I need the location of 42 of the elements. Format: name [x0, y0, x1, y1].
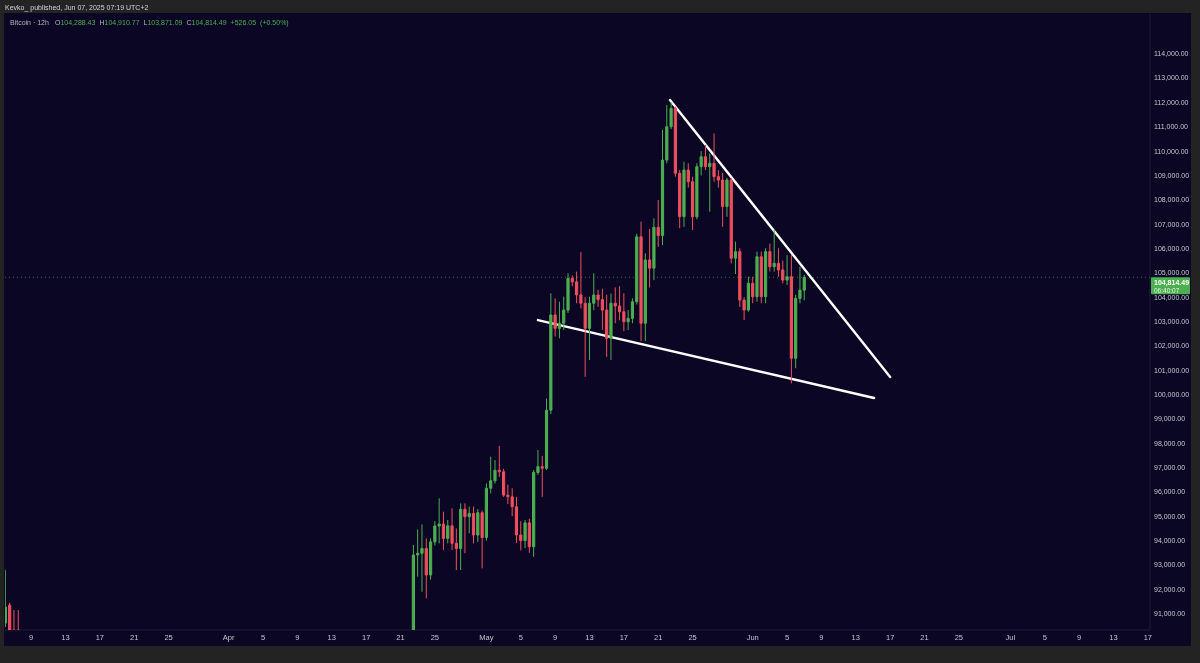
candlestick	[721, 172, 725, 228]
candlestick	[441, 511, 446, 551]
candlestick	[729, 177, 733, 264]
candlestick	[639, 221, 643, 342]
candlestick	[463, 502, 467, 554]
candlestick	[613, 286, 617, 324]
candlestick	[746, 276, 751, 313]
candlestick	[768, 243, 772, 273]
candlestick	[609, 293, 613, 361]
candlestick	[8, 602, 12, 630]
candlestick	[759, 251, 763, 304]
candlestick	[467, 506, 471, 534]
candlestick	[725, 177, 729, 218]
candlestick	[652, 217, 656, 281]
candlestick	[424, 537, 428, 599]
candlestick	[527, 518, 531, 554]
candlestick	[540, 455, 544, 498]
candlestick	[420, 523, 424, 593]
candlestick	[789, 254, 793, 384]
candlestick	[480, 509, 484, 569]
candlestick	[557, 301, 562, 339]
candlestick	[785, 254, 789, 286]
candlestick	[648, 228, 652, 288]
candlestick	[703, 144, 708, 171]
candlestick	[643, 252, 647, 342]
candlestick	[16, 609, 20, 630]
candlestick	[772, 229, 776, 273]
candlestick	[446, 519, 450, 544]
candlestick	[437, 497, 441, 544]
candlestick	[471, 506, 476, 544]
candlestick	[459, 502, 463, 571]
candlestick	[708, 153, 712, 213]
candlestick	[656, 199, 660, 248]
candlestick	[476, 508, 480, 543]
candlestick	[553, 297, 557, 338]
candlestick	[5, 569, 7, 628]
candlestick	[763, 247, 768, 304]
candlestick	[523, 519, 527, 549]
candlestick	[733, 241, 738, 275]
candlestick	[751, 276, 755, 304]
candlestick	[682, 161, 686, 228]
candlestick	[755, 251, 759, 303]
